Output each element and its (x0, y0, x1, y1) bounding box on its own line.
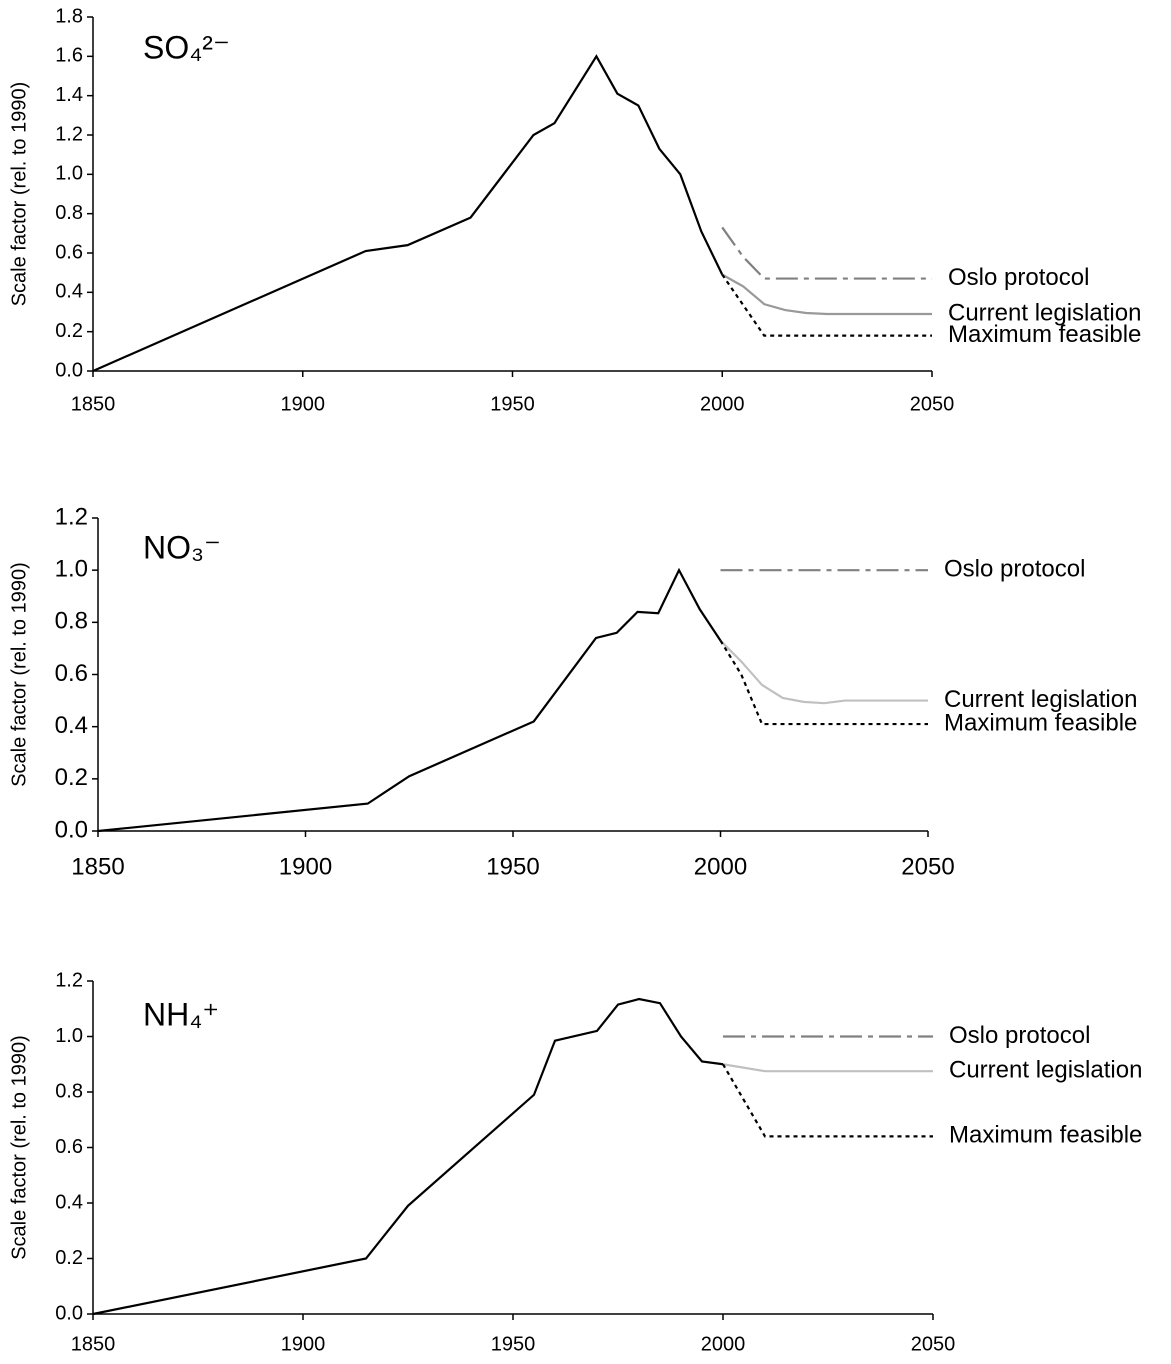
x-tick-label: 2000 (700, 393, 745, 415)
x-tick-label: 1850 (71, 1333, 116, 1355)
y-tick-label: 0.6 (55, 1136, 83, 1158)
panel-title: SO₄²⁻ (143, 29, 230, 65)
data-line (722, 1063, 933, 1138)
y-tick-label: 0.2 (55, 1247, 83, 1269)
series-label: Maximum feasible (949, 1122, 1142, 1149)
y-tick-label: 1.0 (55, 163, 83, 185)
series-label: Maximum feasible (944, 709, 1137, 736)
x-tick-label: 1850 (71, 393, 116, 415)
series-label: Current legislation (944, 686, 1137, 713)
data-line (92, 997, 724, 1316)
series-label: Oslo protocol (944, 556, 1085, 583)
x-tick-label: 1900 (279, 853, 332, 880)
panel-title: NO₃⁻ (143, 529, 221, 565)
series-label: Oslo protocol (948, 264, 1089, 291)
x-tick-label: 2050 (901, 853, 954, 880)
y-tick-label: 0.6 (55, 660, 88, 687)
y-tick-label: 1.2 (55, 123, 83, 145)
x-tick-label: 2000 (694, 853, 747, 880)
y-axis-label: Scale factor (rel. to 1990) (8, 562, 30, 787)
y-tick-label: 1.6 (55, 45, 83, 67)
series-label: Maximum feasible (948, 321, 1141, 348)
x-tick-label: 2050 (910, 393, 955, 415)
data-line (92, 54, 724, 373)
y-tick-label: 0.0 (55, 1302, 83, 1324)
x-tick-label: 2050 (911, 1333, 956, 1355)
x-tick-label: 1900 (281, 1333, 326, 1355)
data-line (721, 226, 932, 280)
y-tick-label: 0.8 (55, 608, 88, 635)
data-line (719, 640, 928, 726)
y-axis-label: Scale factor (rel. to 1990) (8, 82, 30, 307)
y-tick-label: 1.4 (55, 84, 83, 106)
y-tick-label: 0.6 (55, 241, 83, 263)
y-tick-label: 0.2 (55, 764, 88, 791)
y-tick-label: 0.4 (55, 712, 88, 739)
y-tick-label: 0.2 (55, 320, 83, 342)
y-tick-label: 1.0 (55, 1025, 83, 1047)
x-tick-label: 2000 (701, 1333, 746, 1355)
y-tick-label: 0.0 (55, 359, 83, 381)
y-tick-label: 1.2 (55, 969, 83, 991)
y-tick-label: 1.8 (55, 5, 83, 27)
data-line (719, 639, 928, 705)
y-tick-label: 1.0 (55, 556, 88, 583)
y-axis-label: Scale factor (rel. to 1990) (8, 1035, 30, 1260)
y-tick-label: 1.2 (55, 503, 88, 530)
x-tick-label: 1850 (71, 853, 124, 880)
y-tick-label: 0.0 (55, 816, 88, 843)
y-tick-label: 0.8 (55, 1080, 83, 1102)
series-label: Current legislation (949, 1057, 1142, 1084)
data-line (721, 273, 932, 316)
data-line (721, 274, 932, 337)
series-label: Oslo protocol (949, 1022, 1090, 1049)
x-tick-label: 1950 (491, 1333, 536, 1355)
y-tick-label: 0.4 (55, 281, 83, 303)
x-tick-label: 1950 (486, 853, 539, 880)
data-line (97, 567, 722, 833)
series-label: Current legislation (948, 299, 1141, 326)
panel-title: NH₄⁺ (143, 996, 219, 1032)
x-tick-label: 1900 (281, 393, 326, 415)
y-tick-label: 0.4 (55, 1191, 83, 1213)
data-line (722, 1063, 933, 1073)
x-tick-label: 1950 (490, 393, 535, 415)
y-tick-label: 0.8 (55, 202, 83, 224)
